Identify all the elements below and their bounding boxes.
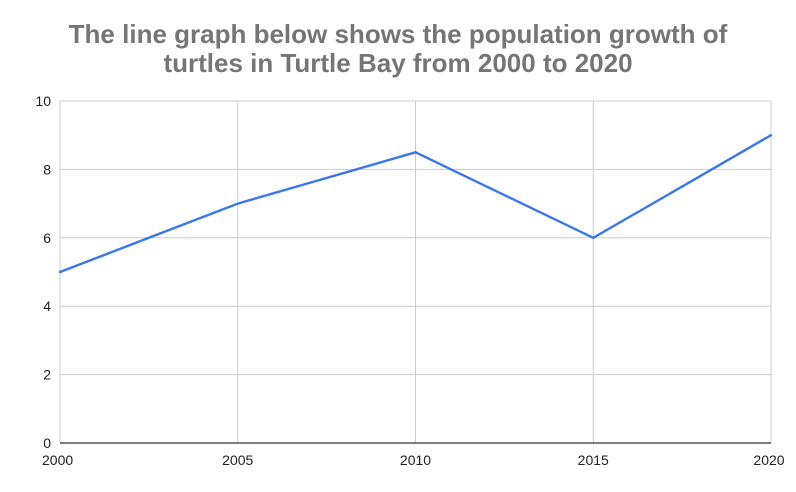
chart-title: The line graph below shows the populatio… bbox=[0, 20, 796, 78]
y-tick-label: 2 bbox=[43, 367, 51, 383]
x-tick-label: 2000 bbox=[42, 452, 73, 468]
data-point bbox=[58, 270, 62, 274]
y-tick-label: 0 bbox=[43, 435, 51, 451]
y-tick-label: 8 bbox=[43, 161, 51, 177]
x-tick-label: 2010 bbox=[400, 452, 431, 468]
series-lines bbox=[58, 134, 773, 274]
x-tick-label: 2015 bbox=[578, 452, 609, 468]
data-point bbox=[592, 236, 595, 239]
y-tick-label: 4 bbox=[43, 298, 51, 314]
chart-title-line-1: The line graph below shows the populatio… bbox=[68, 19, 728, 49]
data-point bbox=[236, 202, 239, 205]
data-point bbox=[769, 134, 773, 137]
data-point bbox=[414, 151, 417, 154]
y-tick-label: 6 bbox=[43, 230, 51, 246]
x-tick-label: 2020 bbox=[753, 452, 784, 468]
chart-title-line-2: turtles in Turtle Bay from 2000 to 2020 bbox=[163, 48, 633, 78]
x-tick-labels: 2000 2005 2010 2015 2020 bbox=[42, 452, 785, 468]
y-tick-labels: 0 2 4 6 8 10 bbox=[35, 93, 51, 451]
gridlines bbox=[59, 100, 772, 443]
x-tick-label: 2005 bbox=[222, 452, 253, 468]
y-tick-label: 10 bbox=[35, 93, 51, 109]
